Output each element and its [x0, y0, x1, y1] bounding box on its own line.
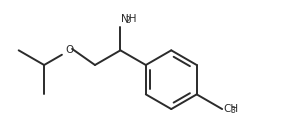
Text: 3: 3 — [230, 106, 235, 115]
Text: O: O — [65, 45, 74, 55]
Text: NH: NH — [121, 14, 137, 24]
Text: CH: CH — [223, 104, 238, 114]
Text: 2: 2 — [125, 16, 130, 25]
